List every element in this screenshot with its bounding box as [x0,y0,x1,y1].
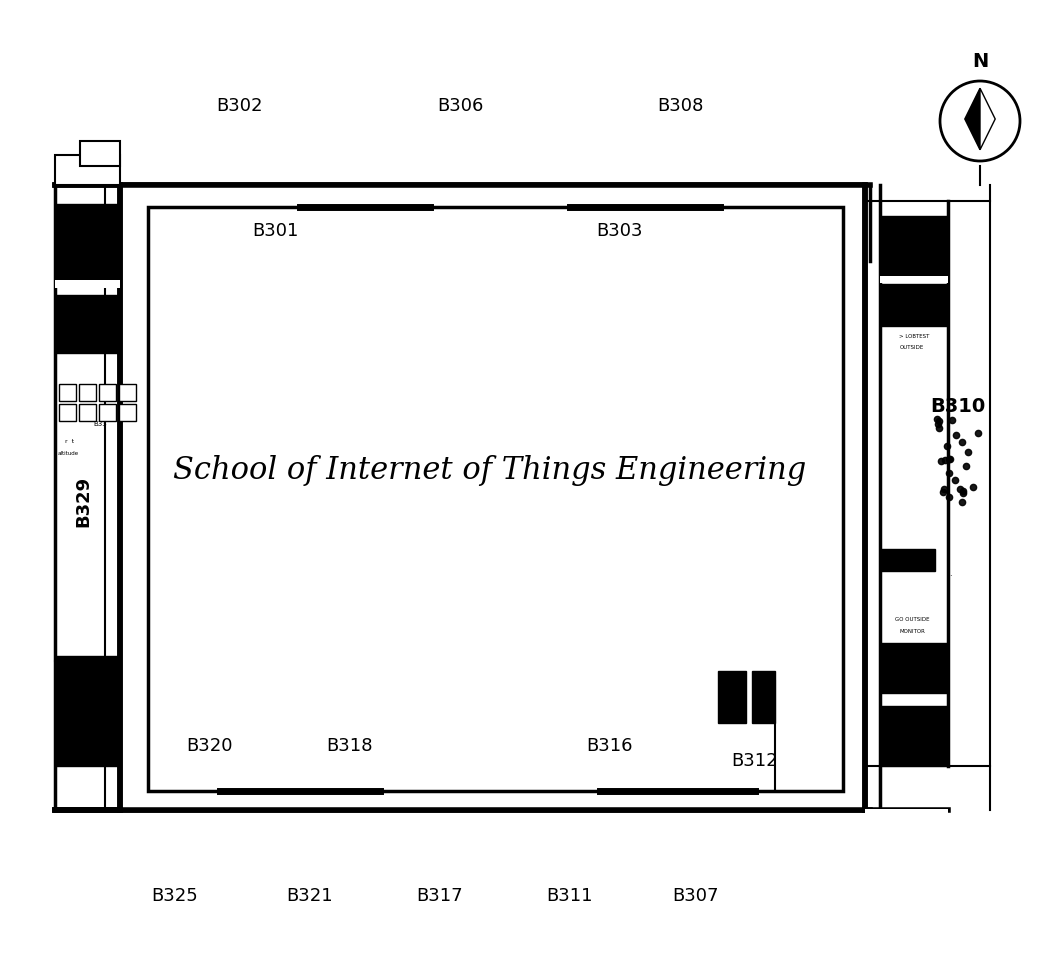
Bar [99,404,116,421]
Text: B316: B316 [586,737,634,755]
Bar [79,384,96,401]
Text: School of Internet of Things Engineering: School of Internet of Things Engineering [173,456,806,486]
Bar [148,207,843,791]
Polygon shape [965,88,980,150]
Bar [718,671,746,723]
Bar [880,276,948,283]
Bar [880,284,948,326]
Bar [99,384,116,401]
Bar [55,155,120,185]
Bar [55,295,120,353]
Bar [59,384,76,401]
Bar [55,204,120,279]
Text: .: . [949,569,951,578]
Text: r  t: r t [65,439,75,444]
Bar [55,656,120,766]
Bar [880,643,948,693]
Bar [59,404,76,421]
Text: B306: B306 [437,97,483,115]
Text: B312: B312 [731,752,779,770]
Text: B302: B302 [217,97,263,115]
Bar [119,384,136,401]
Text: B329: B329 [74,476,92,527]
Text: B325: B325 [151,887,199,905]
Bar [880,706,948,766]
Text: B320: B320 [187,737,233,755]
Bar [119,404,136,421]
Bar [865,809,948,821]
Text: B317: B317 [416,887,463,905]
Bar [80,141,120,166]
Bar [753,671,775,723]
Text: B321: B321 [287,887,333,905]
Text: B301: B301 [252,222,298,240]
Bar [120,185,865,810]
Text: MONITOR: MONITOR [899,629,925,634]
Text: B307: B307 [672,887,718,905]
Text: B308: B308 [657,97,703,115]
Text: GO OUTSIDE: GO OUTSIDE [894,617,929,622]
Text: B318: B318 [327,737,373,755]
Text: B33: B33 [94,421,107,427]
Text: B303: B303 [597,222,643,240]
Text: altitude: altitude [58,451,79,456]
Bar [880,549,935,571]
Text: B310: B310 [930,397,986,415]
Text: N: N [972,52,988,71]
Bar [55,280,120,288]
Text: > LOBTEST: > LOBTEST [899,334,929,339]
Bar [79,404,96,421]
Polygon shape [980,88,995,150]
Text: OUTSIDE: OUTSIDE [900,345,924,350]
Bar [880,216,948,276]
Text: B311: B311 [547,887,593,905]
